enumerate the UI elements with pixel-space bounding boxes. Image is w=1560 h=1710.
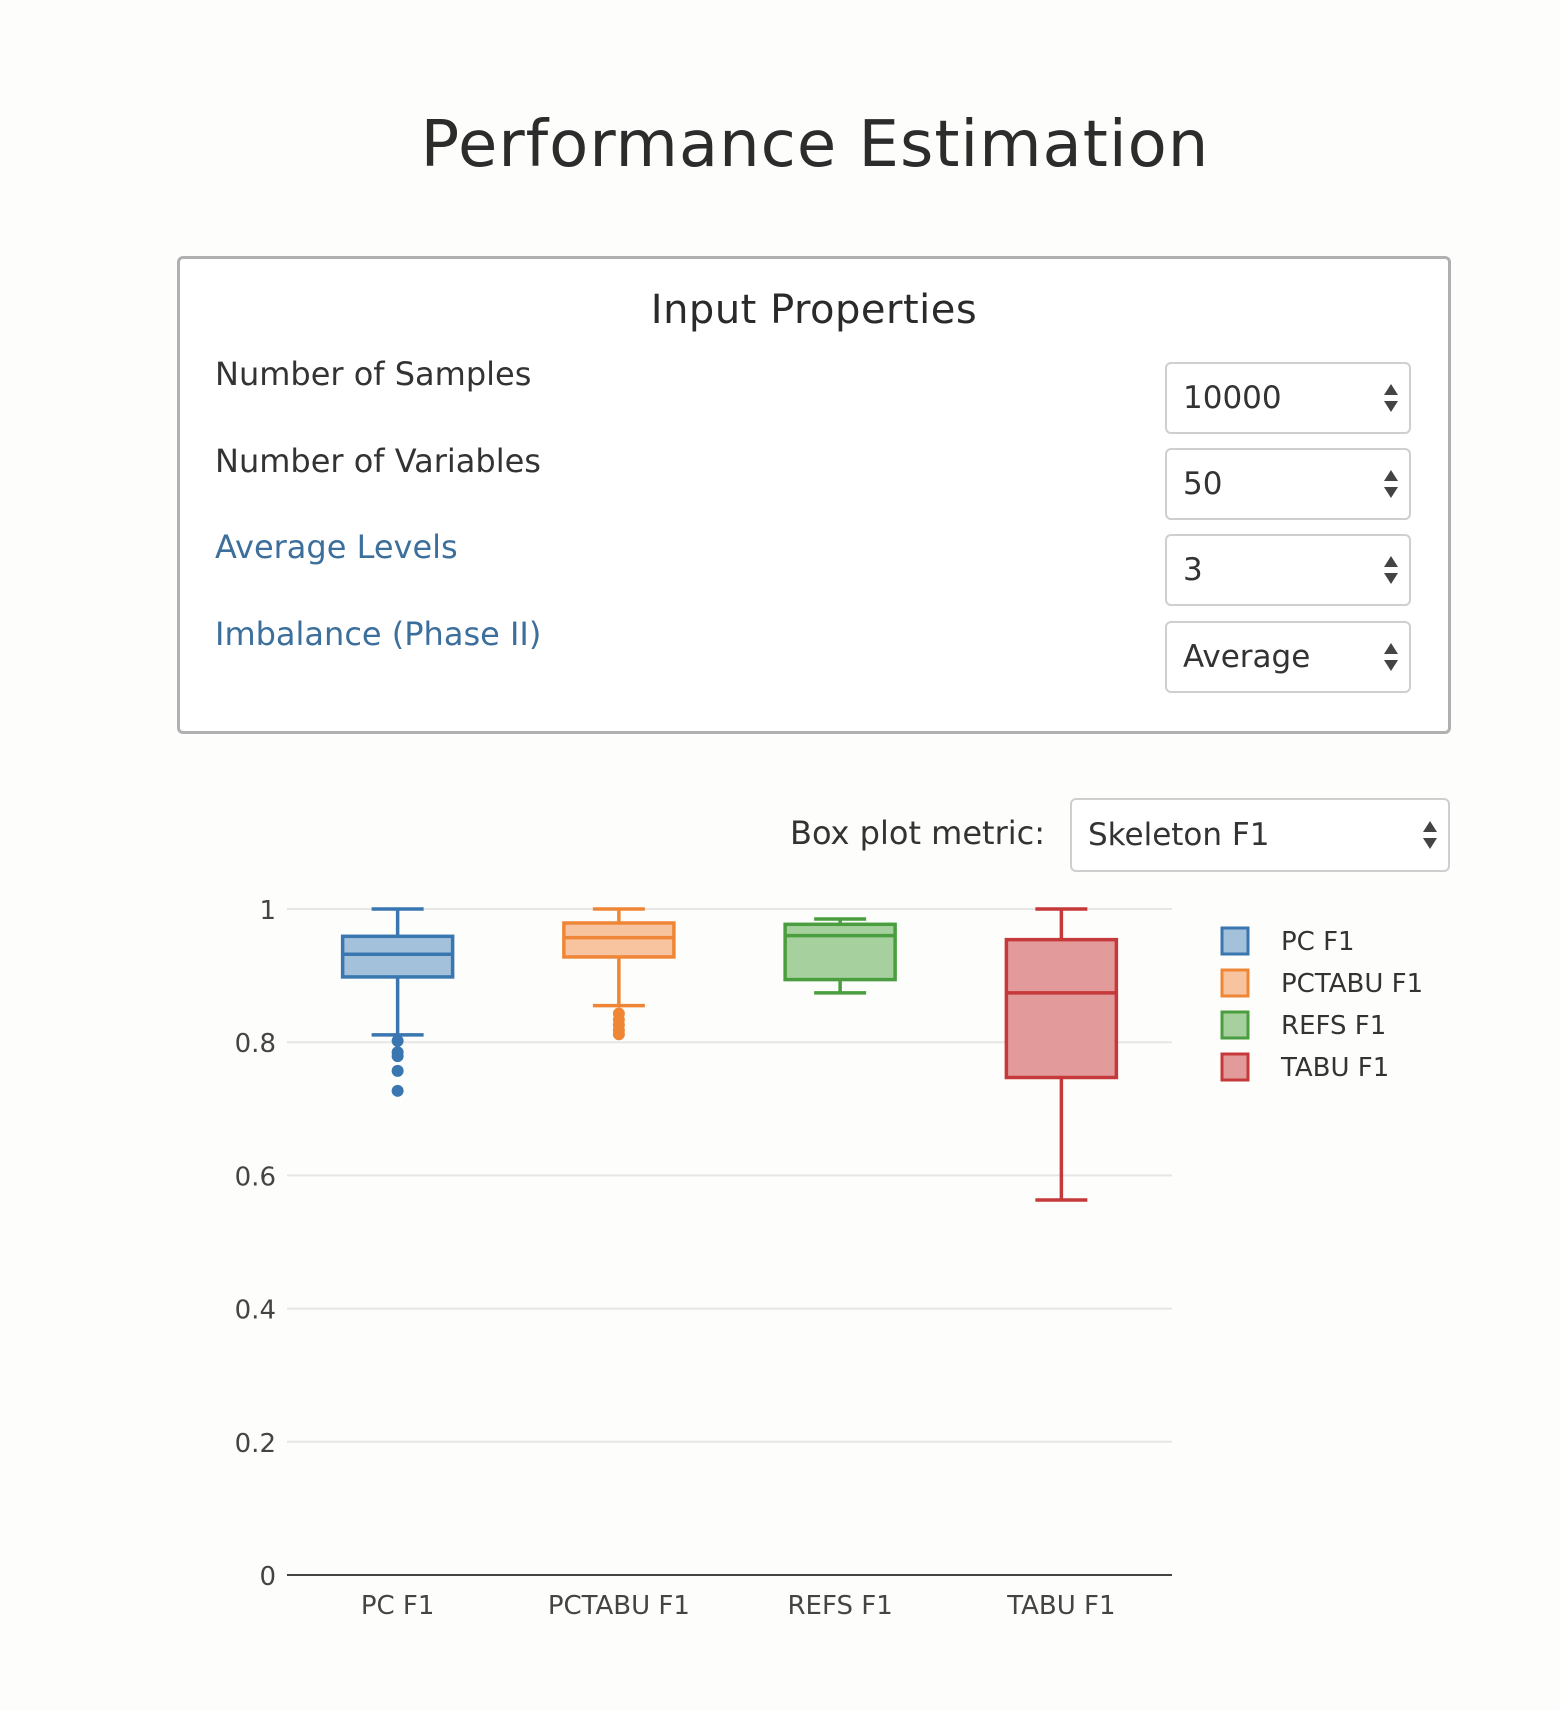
legend-label: PCTABU F1 xyxy=(1281,969,1423,999)
variables-label: Number of Variables xyxy=(215,442,541,480)
box xyxy=(340,934,455,979)
y-tick-label: 0.6 xyxy=(235,1162,276,1192)
y-tick-label: 1 xyxy=(259,896,276,926)
outlier-point xyxy=(612,1028,625,1041)
outlier-point xyxy=(391,1084,404,1097)
imbalance-value: Average xyxy=(1183,639,1311,675)
x-tick-label: PCTABU F1 xyxy=(548,1591,690,1621)
outlier-point xyxy=(391,1050,404,1063)
box xyxy=(783,922,897,982)
select-arrows-icon xyxy=(1422,821,1438,853)
outlier-point xyxy=(391,1034,404,1047)
legend-swatch xyxy=(1220,968,1250,998)
select-arrows-icon xyxy=(1383,643,1399,675)
stepper-arrows-icon[interactable] xyxy=(1383,556,1399,588)
variables-value: 50 xyxy=(1183,466,1223,502)
average-levels-input[interactable]: 3 xyxy=(1165,534,1411,606)
imbalance-link[interactable]: Imbalance (Phase II) xyxy=(215,615,542,653)
y-tick-label: 0.4 xyxy=(235,1296,276,1326)
samples-input[interactable]: 10000 xyxy=(1165,362,1411,434)
samples-label: Number of Samples xyxy=(215,355,532,393)
average-levels-link[interactable]: Average Levels xyxy=(215,528,458,566)
imbalance-select[interactable]: Average xyxy=(1165,621,1411,693)
metric-selected-value: Skeleton F1 xyxy=(1088,817,1270,853)
metric-label: Box plot metric: xyxy=(790,814,1045,852)
panel-title: Input Properties xyxy=(650,287,978,333)
legend-swatch xyxy=(1220,926,1250,956)
outlier-point xyxy=(391,1064,404,1077)
legend-label: TABU F1 xyxy=(1280,1053,1389,1083)
x-tick-label: REFS F1 xyxy=(787,1591,892,1621)
legend-label: PC F1 xyxy=(1281,927,1355,957)
metric-select[interactable]: Skeleton F1 xyxy=(1070,798,1450,872)
legend-label: REFS F1 xyxy=(1281,1011,1386,1041)
legend-swatch xyxy=(1220,1052,1250,1082)
x-tick-label: PC F1 xyxy=(361,1591,435,1621)
page-title: Performance Estimation xyxy=(420,108,1210,182)
variables-input[interactable]: 50 xyxy=(1165,448,1411,520)
stepper-arrows-icon[interactable] xyxy=(1383,470,1399,502)
y-tick-label: 0.8 xyxy=(235,1029,276,1059)
stepper-arrows-icon[interactable] xyxy=(1383,384,1399,416)
legend-swatch xyxy=(1220,1010,1250,1040)
y-tick-label: 0 xyxy=(259,1562,276,1592)
box xyxy=(562,921,676,959)
average-levels-value: 3 xyxy=(1183,552,1203,588)
samples-value: 10000 xyxy=(1183,380,1282,416)
x-tick-label: TABU F1 xyxy=(1006,1591,1115,1621)
box xyxy=(1004,937,1119,1080)
input-properties-panel: Input Properties Number of Samples 10000… xyxy=(177,256,1451,734)
y-tick-label: 0.2 xyxy=(235,1429,276,1459)
